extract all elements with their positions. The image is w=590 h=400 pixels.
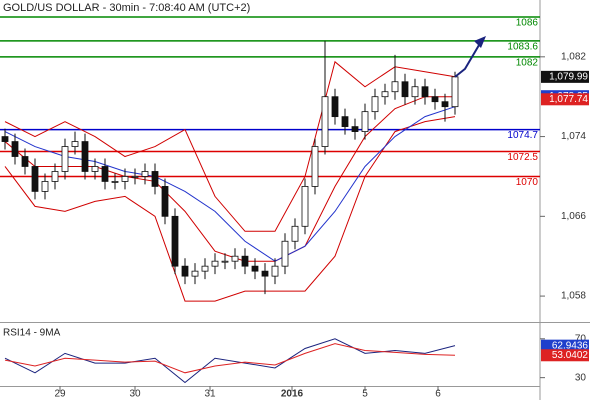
candle-body [121, 176, 129, 182]
y-tick-label: 1,082 [561, 51, 586, 62]
candle-body [361, 111, 369, 132]
price-tag-label: 1,077.74 [549, 94, 588, 105]
candle-body [181, 265, 189, 277]
candle-body [261, 270, 269, 277]
candle-body [151, 171, 159, 187]
y-tick-label: 1,058 [561, 291, 586, 302]
candle-body [411, 86, 419, 98]
candle-body [321, 96, 329, 147]
candle-body [451, 76, 459, 108]
x-tick-label: 6 [435, 389, 441, 400]
candle-body [421, 86, 429, 98]
x-tick-label: 5 [362, 389, 368, 400]
level-label: 1072.5 [507, 152, 538, 163]
candle-body [11, 141, 19, 157]
candle-body [61, 146, 69, 172]
price-tag-label: 1,079.99 [549, 72, 588, 83]
candle-body [31, 166, 39, 192]
y-tick-label: 30 [575, 372, 587, 383]
price-tag [541, 93, 589, 106]
candle-body [211, 260, 219, 267]
candle-body [81, 141, 89, 172]
candle-body [71, 141, 79, 147]
x-tick-label: 30 [129, 389, 141, 400]
level-label: 1070 [516, 177, 539, 188]
value-tag [541, 339, 589, 352]
indicator-line [4, 116, 456, 302]
candle-body [311, 146, 319, 187]
indicator-line [4, 60, 456, 232]
value-tag-label: 53.0402 [552, 350, 589, 361]
level-label: 1082 [516, 57, 539, 68]
price-tag [541, 70, 589, 83]
level-label: 1086 [516, 18, 539, 29]
y-tick-label: 1,074 [561, 131, 586, 142]
candle-body [111, 181, 119, 183]
chart-title: GOLD/US DOLLAR - 30min - 7:08:40 AM (UTC… [3, 2, 250, 14]
candle-body [171, 215, 179, 267]
candle-body [141, 171, 149, 177]
indicator-line [4, 106, 456, 262]
candle-body [21, 156, 29, 167]
x-tick-label: 29 [54, 389, 66, 400]
candle-body [131, 176, 139, 178]
projection-arrow [454, 39, 483, 78]
candle-body [91, 166, 99, 172]
level-label: 1074.7 [507, 130, 538, 141]
candle-body [331, 96, 339, 118]
candle-body [251, 265, 259, 272]
indicator-line [4, 96, 455, 262]
panel-title: RSI14 - 9MA [3, 328, 61, 339]
arrow-head [474, 36, 486, 48]
candle-body [221, 260, 229, 263]
y-tick-label: 70 [575, 333, 587, 344]
candle-body [41, 181, 49, 192]
level-label: 1083.6 [507, 42, 538, 53]
candle-body [401, 81, 409, 98]
x-tick-label: 31 [204, 389, 216, 400]
candle-body [51, 171, 59, 182]
candle-body [291, 225, 299, 242]
x-tick-label: 2016 [281, 389, 304, 400]
candle-body [301, 186, 309, 227]
candle-body [281, 240, 289, 267]
candle-body [101, 166, 109, 182]
candle-body [271, 265, 279, 277]
value-tag [541, 349, 589, 362]
candle-body [351, 126, 359, 132]
candle-body [371, 96, 379, 113]
candle-body [391, 81, 399, 93]
indicator-line [4, 343, 456, 374]
candle-body [341, 116, 349, 128]
candle-body [191, 270, 199, 277]
candle-body [201, 265, 209, 272]
candle-body [381, 91, 389, 98]
candle-body [241, 255, 249, 267]
candle-body [161, 186, 169, 217]
candle-body [1, 136, 9, 142]
y-tick-label: 1,066 [561, 211, 586, 222]
candle-body [431, 96, 439, 103]
value-tag-label: 62.9436 [552, 340, 589, 351]
candle-body [231, 255, 239, 262]
candle-body [441, 101, 449, 108]
